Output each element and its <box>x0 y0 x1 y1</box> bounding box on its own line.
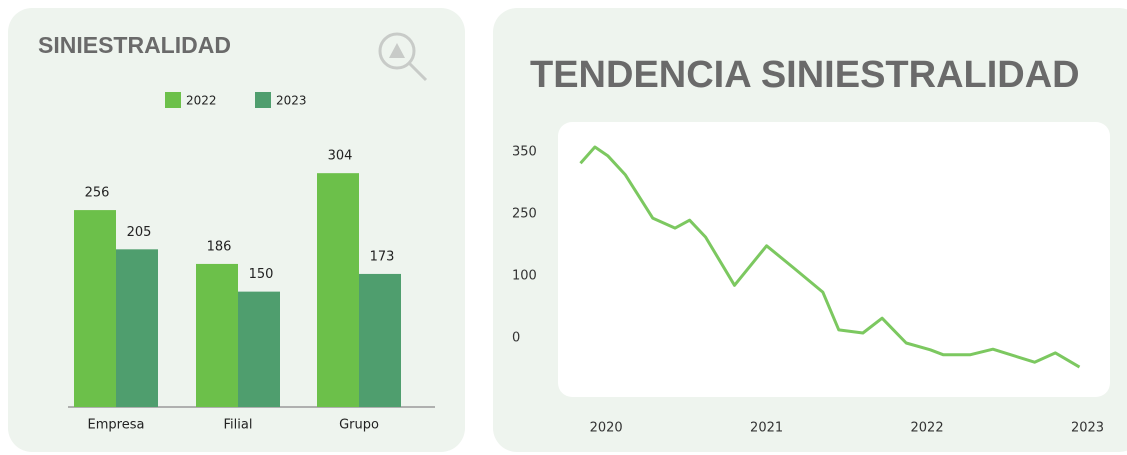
x-tick-label: 2022 <box>911 421 944 436</box>
y-tick-label: 0 <box>512 331 520 346</box>
data-label: 304 <box>328 149 353 164</box>
plot-area <box>558 122 1110 397</box>
bar <box>359 273 401 407</box>
legend-label: 2023 <box>276 94 307 108</box>
bar <box>116 249 158 407</box>
legend-swatch <box>165 92 181 108</box>
bar <box>74 210 116 407</box>
trend-line <box>579 145 1081 369</box>
x-tick-label: 2020 <box>590 421 623 436</box>
data-label: 150 <box>249 267 274 282</box>
bar <box>196 263 238 407</box>
legend-label: 2022 <box>186 94 217 108</box>
x-tick-label: 2023 <box>1071 421 1104 436</box>
x-tick-label: Grupo <box>339 418 379 433</box>
x-tick-label: Empresa <box>88 418 145 433</box>
data-label: 186 <box>207 239 232 254</box>
bar <box>238 291 280 407</box>
chart-title: SINIESTRALIDAD <box>38 32 231 58</box>
data-label: 173 <box>370 249 395 264</box>
x-tick-label: 2021 <box>750 421 783 436</box>
chart-title: TENDENCIA SINIESTRALIDAD <box>530 54 1080 96</box>
y-tick-label: 350 <box>512 145 537 160</box>
y-tick-label: 250 <box>512 207 537 222</box>
search-icon[interactable] <box>378 32 428 82</box>
y-tick-label: 100 <box>512 269 537 284</box>
data-label: 256 <box>85 186 110 201</box>
legend-swatch <box>255 92 271 108</box>
data-label: 205 <box>127 225 152 240</box>
bar <box>317 173 359 407</box>
x-tick-label: Filial <box>224 418 253 433</box>
